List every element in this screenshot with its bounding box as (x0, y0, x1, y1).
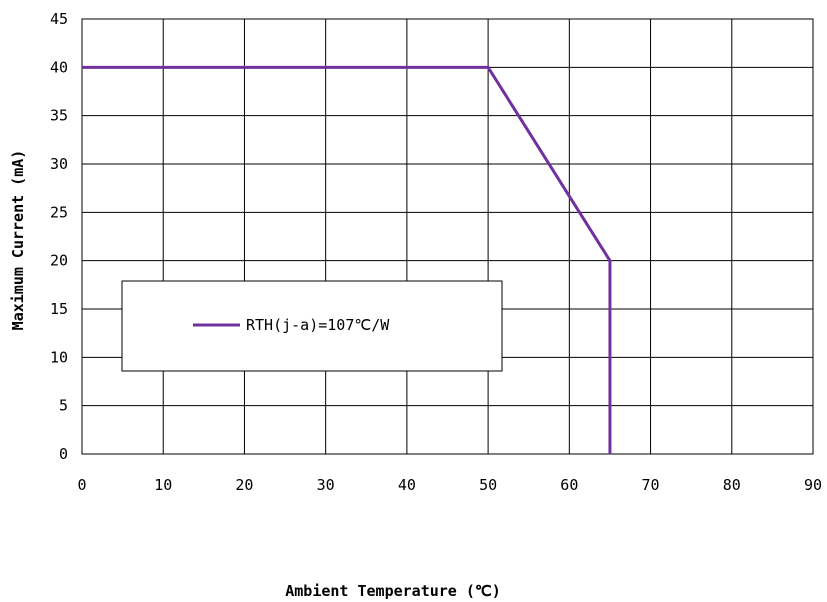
y-tick-label: 40 (50, 58, 68, 76)
y-tick-label: 30 (50, 155, 68, 173)
plot-frame (81, 18, 814, 455)
y-tick-label: 20 (50, 252, 68, 270)
x-tick-label: 10 (154, 476, 172, 494)
y-tick-label: 25 (50, 203, 68, 221)
x-tick-label: 80 (723, 476, 741, 494)
legend: RTH(j-a)=107℃/W (121, 280, 503, 372)
x-tick-label: 70 (642, 476, 660, 494)
y-axis-title: Maximum Current (mA) (9, 150, 27, 331)
series-line (82, 65, 612, 454)
legend-box (121, 280, 503, 372)
x-tick-label: 0 (77, 476, 86, 494)
x-tick-label: 50 (479, 476, 497, 494)
x-axis-title: Ambient Temperature (℃) (285, 582, 501, 600)
y-tick-label: 10 (50, 348, 68, 366)
x-tick-label: 20 (235, 476, 253, 494)
x-axis-ticks: 0 10 20 30 40 50 60 70 80 90 (77, 476, 822, 494)
x-tick-label: 40 (398, 476, 416, 494)
x-tick-label: 90 (804, 476, 822, 494)
y-tick-label: 45 (50, 10, 68, 28)
series-group (82, 65, 612, 454)
y-tick-label: 35 (50, 107, 68, 125)
y-tick-label: 15 (50, 300, 68, 318)
x-tick-label: 30 (317, 476, 335, 494)
x-tick-label: 60 (560, 476, 578, 494)
y-axis-ticks: 0 5 10 15 20 25 30 35 40 45 (50, 10, 68, 463)
legend-label: RTH(j-a)=107℃/W (246, 316, 390, 334)
y-tick-label: 0 (59, 445, 68, 463)
y-tick-label: 5 (59, 397, 68, 415)
grid (81, 18, 814, 455)
